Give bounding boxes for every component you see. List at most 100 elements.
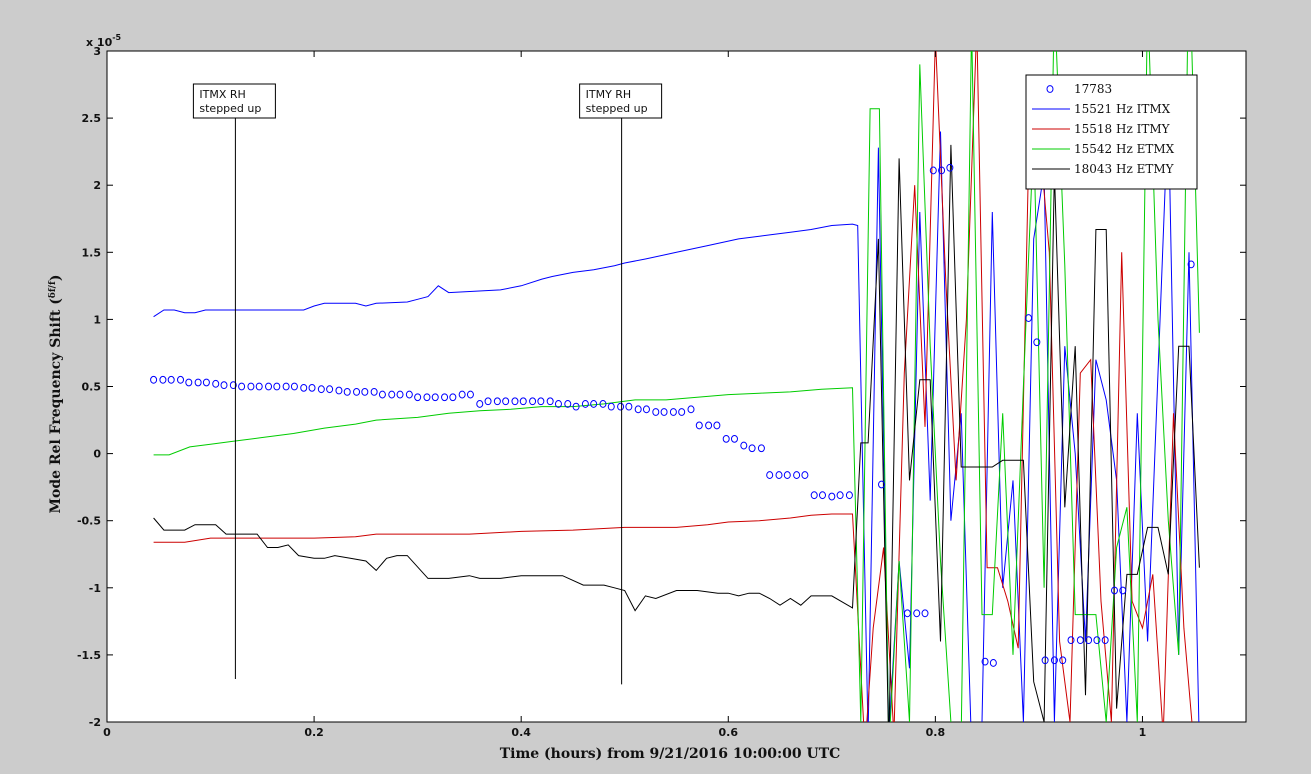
y-tick-label: 1.5	[82, 246, 102, 259]
y-tick-label: 2	[93, 179, 101, 192]
data-point	[748, 444, 756, 453]
data-point	[388, 390, 396, 399]
data-point	[740, 441, 748, 450]
y-tick-label: 1	[93, 313, 101, 326]
legend-label: 17783	[1074, 82, 1112, 96]
data-point	[378, 390, 386, 399]
data-point	[255, 382, 263, 391]
data-point	[634, 405, 642, 414]
data-point	[502, 397, 510, 406]
data-point	[220, 381, 228, 390]
data-point	[607, 402, 615, 411]
data-point	[414, 393, 422, 402]
data-point	[590, 400, 598, 408]
data-point	[326, 385, 334, 394]
data-point	[423, 393, 431, 402]
data-point	[238, 382, 246, 391]
annotation-text: stepped up	[199, 102, 261, 115]
data-point	[783, 471, 791, 479]
data-point	[335, 386, 343, 395]
data-point	[903, 609, 911, 618]
y-tick-label: -0.5	[77, 515, 101, 528]
legend-label: 15518 Hz ITMY	[1074, 122, 1171, 136]
legend-entry-18043-hz-etmy: 18043 Hz ETMY	[1032, 162, 1175, 176]
data-point	[361, 387, 369, 396]
data-point	[625, 402, 633, 411]
x-tick-label: 0.2	[304, 726, 324, 739]
y-tick-label: 0	[93, 448, 101, 461]
data-point	[300, 383, 308, 392]
data-point	[1025, 314, 1033, 322]
data-point	[757, 444, 765, 453]
annotation-box	[192, 83, 276, 119]
data-point	[273, 382, 281, 391]
legend-label: 15542 Hz ETMX	[1074, 142, 1175, 156]
data-point	[554, 400, 562, 408]
x-tick-label: 0	[103, 726, 111, 739]
legend-marker	[1046, 85, 1054, 93]
y-tick-label: -1	[89, 582, 101, 595]
data-point	[617, 402, 625, 411]
data-point	[1050, 656, 1058, 665]
data-point	[229, 381, 237, 390]
data-point	[1093, 636, 1101, 645]
legend-entry-17783: 17783	[1046, 82, 1112, 96]
legend-entry-15521-hz-itmx: 15521 Hz ITMX	[1032, 102, 1171, 116]
data-point	[458, 390, 466, 399]
data-point	[722, 434, 730, 443]
data-point	[265, 382, 273, 391]
data-point	[290, 382, 298, 391]
data-point	[878, 480, 886, 489]
x-tick-label: 0.8	[926, 726, 946, 739]
data-point	[828, 492, 836, 501]
legend: 17783 15521 Hz ITMX 15518 Hz ITMY 15542 Hz …	[1025, 74, 1198, 190]
data-point	[519, 397, 527, 406]
annotation-box	[579, 83, 663, 119]
legend-label: 18043 Hz ETMY	[1074, 162, 1175, 176]
data-point	[511, 397, 519, 406]
data-point	[431, 393, 439, 402]
data-point	[466, 390, 474, 399]
data-point	[1101, 636, 1109, 645]
annotation-text: ITMY RH	[586, 88, 632, 101]
data-point	[1041, 656, 1049, 665]
data-point	[282, 382, 290, 391]
data-point	[713, 421, 721, 430]
legend-entry-15542-hz-etmx: 15542 Hz ETMX	[1032, 142, 1175, 156]
data-point	[845, 491, 853, 500]
data-point	[989, 659, 997, 667]
data-point	[581, 400, 589, 408]
data-point	[1033, 338, 1041, 347]
data-point	[484, 397, 492, 406]
data-point	[810, 491, 818, 500]
y-tick-label: 0.5	[82, 381, 102, 394]
data-point	[537, 397, 545, 406]
data-point	[730, 434, 738, 443]
data-point	[1085, 636, 1093, 645]
data-point	[185, 378, 193, 387]
svg-text:Mode Rel Frequency Shift (δf/f: Mode Rel Frequency Shift (δf/f)	[48, 275, 64, 514]
data-point	[669, 408, 677, 416]
data-point	[660, 408, 668, 416]
data-point	[308, 383, 316, 392]
data-point	[818, 491, 826, 500]
data-point	[599, 400, 607, 408]
data-point	[449, 393, 457, 402]
data-point	[1076, 636, 1084, 645]
y-exponent-label: x 10-5	[86, 33, 122, 49]
legend-label: 15521 Hz ITMX	[1074, 102, 1171, 116]
series-17783	[150, 163, 1195, 667]
data-point	[705, 421, 713, 430]
legend-entry-15518-hz-itmy: 15518 Hz ITMY	[1032, 122, 1171, 136]
data-point	[695, 421, 703, 430]
data-point	[678, 408, 686, 416]
data-point	[167, 375, 175, 384]
data-point	[194, 378, 202, 387]
data-point	[652, 408, 660, 416]
data-point	[1110, 586, 1118, 595]
data-point	[642, 405, 650, 414]
data-point	[150, 375, 158, 384]
